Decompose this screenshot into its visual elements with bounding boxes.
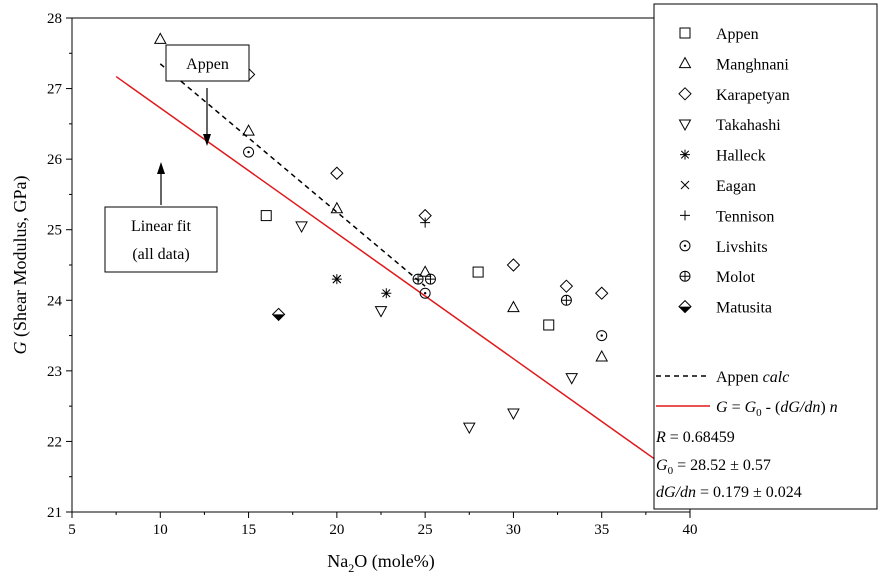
legend-item-tennison: Tennison	[680, 208, 774, 225]
point-manghnani	[242, 124, 255, 136]
legend-marker-molot	[679, 270, 691, 282]
point-manghnani	[153, 32, 167, 44]
point-livshits	[596, 330, 608, 342]
x-tick-label: 25	[418, 522, 433, 538]
legend-label-eagan: Eagan	[716, 178, 756, 195]
legend-item-manghnani: Manghnani	[678, 56, 789, 73]
legend-marker-tennison	[680, 210, 690, 221]
point-halleck	[381, 288, 392, 299]
annotation-appen: Appen	[165, 44, 250, 146]
legend-item-eagan: Eagan	[680, 178, 756, 195]
legend-marker-karapetyan	[678, 87, 692, 101]
point-takahashi	[565, 373, 579, 385]
x-axis-title: Na2O (mole%)	[327, 551, 434, 575]
legend-label-matusita: Matusita	[716, 300, 772, 317]
y-tick-label: 24	[47, 293, 63, 309]
point-eagan	[332, 274, 342, 284]
x-tick-label: 5	[68, 522, 76, 538]
point-takahashi	[507, 408, 520, 420]
point-takahashi	[462, 422, 476, 435]
x-tick-label: 10	[153, 522, 168, 538]
point-manghnani	[507, 300, 520, 313]
svg-text:G = G0 - (dG/dn) n: G = G0 - (dG/dn) n	[716, 399, 838, 419]
legend-item-halleck: Halleck	[680, 148, 766, 165]
y-tick-label: 23	[47, 364, 62, 380]
stat-r: R = 0.68459	[655, 429, 735, 446]
point-appen	[543, 319, 555, 331]
svg-text:Appen calc: Appen calc	[716, 369, 789, 386]
legend-box	[653, 3, 878, 510]
appen-calc-line	[159, 63, 426, 287]
stat-slope: dG/dn = 0.179 ± 0.024	[656, 484, 802, 501]
point-livshits	[419, 287, 431, 299]
y-tick-label: 26	[47, 152, 63, 168]
legend-marker-eagan	[680, 180, 690, 190]
y-tick-label: 27	[47, 82, 63, 98]
axis-ticks: 5 10 15 20 25 30 35 40 21 22 23 24 25 26 27 28	[47, 11, 698, 538]
legend-marker-appen	[679, 27, 691, 39]
point-appen	[260, 210, 272, 222]
annotation-fit-line1: Linear fit	[131, 218, 192, 235]
point-takahashi	[295, 221, 308, 233]
y-tick-label: 22	[47, 434, 62, 450]
x-tick-label: 20	[329, 522, 344, 538]
legend-label-appen: Appen	[716, 26, 759, 43]
legend-label-tennison: Tennison	[716, 208, 774, 225]
legend-marker-halleck	[680, 149, 690, 160]
y-tick-label: 28	[47, 11, 62, 27]
point-molot	[424, 273, 436, 285]
legend-label-takahashi: Takahashi	[716, 117, 781, 134]
point-appen	[472, 266, 484, 278]
point-manghnani	[330, 201, 344, 214]
point-livshits	[243, 146, 255, 158]
annotation-linear-fit: Linear fit (all data)	[104, 162, 218, 273]
legend-item-livshits: Livshits	[679, 239, 768, 256]
point-karapetyan	[559, 279, 574, 293]
stat-g0: G0 = 28.52 ± 0.57	[656, 457, 771, 477]
x-tick-label: 30	[506, 522, 521, 538]
legend-item-karapetyan: Karapetyan	[678, 87, 790, 104]
point-manghnani	[418, 265, 432, 277]
x-tick-label: 40	[683, 522, 698, 538]
legend-marker-manghnani	[678, 56, 692, 69]
x-tick-label: 15	[241, 522, 256, 538]
legend-label-halleck: Halleck	[716, 148, 766, 165]
annotation-fit-line2: (all data)	[132, 246, 189, 263]
legend: Appen Manghnani Karapetyan Takahashi Halleck…	[653, 3, 878, 510]
legend-marker-takahashi	[678, 119, 692, 131]
point-karapetyan	[595, 286, 609, 300]
legend-item-matusita: Matusita	[678, 299, 772, 317]
point-molot	[560, 294, 572, 306]
y-tick-label: 21	[47, 505, 62, 521]
legend-marker-matusita	[678, 299, 692, 314]
x-tick-label: 35	[594, 522, 609, 538]
legend-label-molot: Molot	[716, 269, 756, 286]
legend-item-molot: Molot	[679, 269, 756, 286]
annotation-appen-label: Appen	[186, 56, 229, 73]
point-molot	[412, 273, 424, 285]
legend-item-appen: Appen	[679, 26, 759, 43]
legend-label-karapetyan: Karapetyan	[716, 87, 790, 104]
point-matusita	[271, 307, 286, 322]
point-takahashi	[374, 306, 388, 318]
y-tick-label: 25	[47, 223, 62, 239]
point-karapetyan	[330, 166, 344, 180]
legend-item-takahashi: Takahashi	[678, 117, 781, 134]
legend-label-manghnani: Manghnani	[716, 56, 789, 73]
legend-item-fit-formula: G = G0 - (dG/dn) n	[656, 399, 838, 419]
legend-item-appen-calc: Appen calc	[656, 369, 789, 386]
point-karapetyan	[506, 258, 521, 272]
legend-marker-livshits	[679, 240, 691, 252]
y-axis-title: G (Shear Modulus, GPa)	[10, 176, 31, 355]
point-manghnani	[595, 349, 609, 362]
data-points	[153, 32, 609, 435]
point-tennison	[420, 217, 431, 228]
legend-label-livshits: Livshits	[716, 239, 768, 256]
